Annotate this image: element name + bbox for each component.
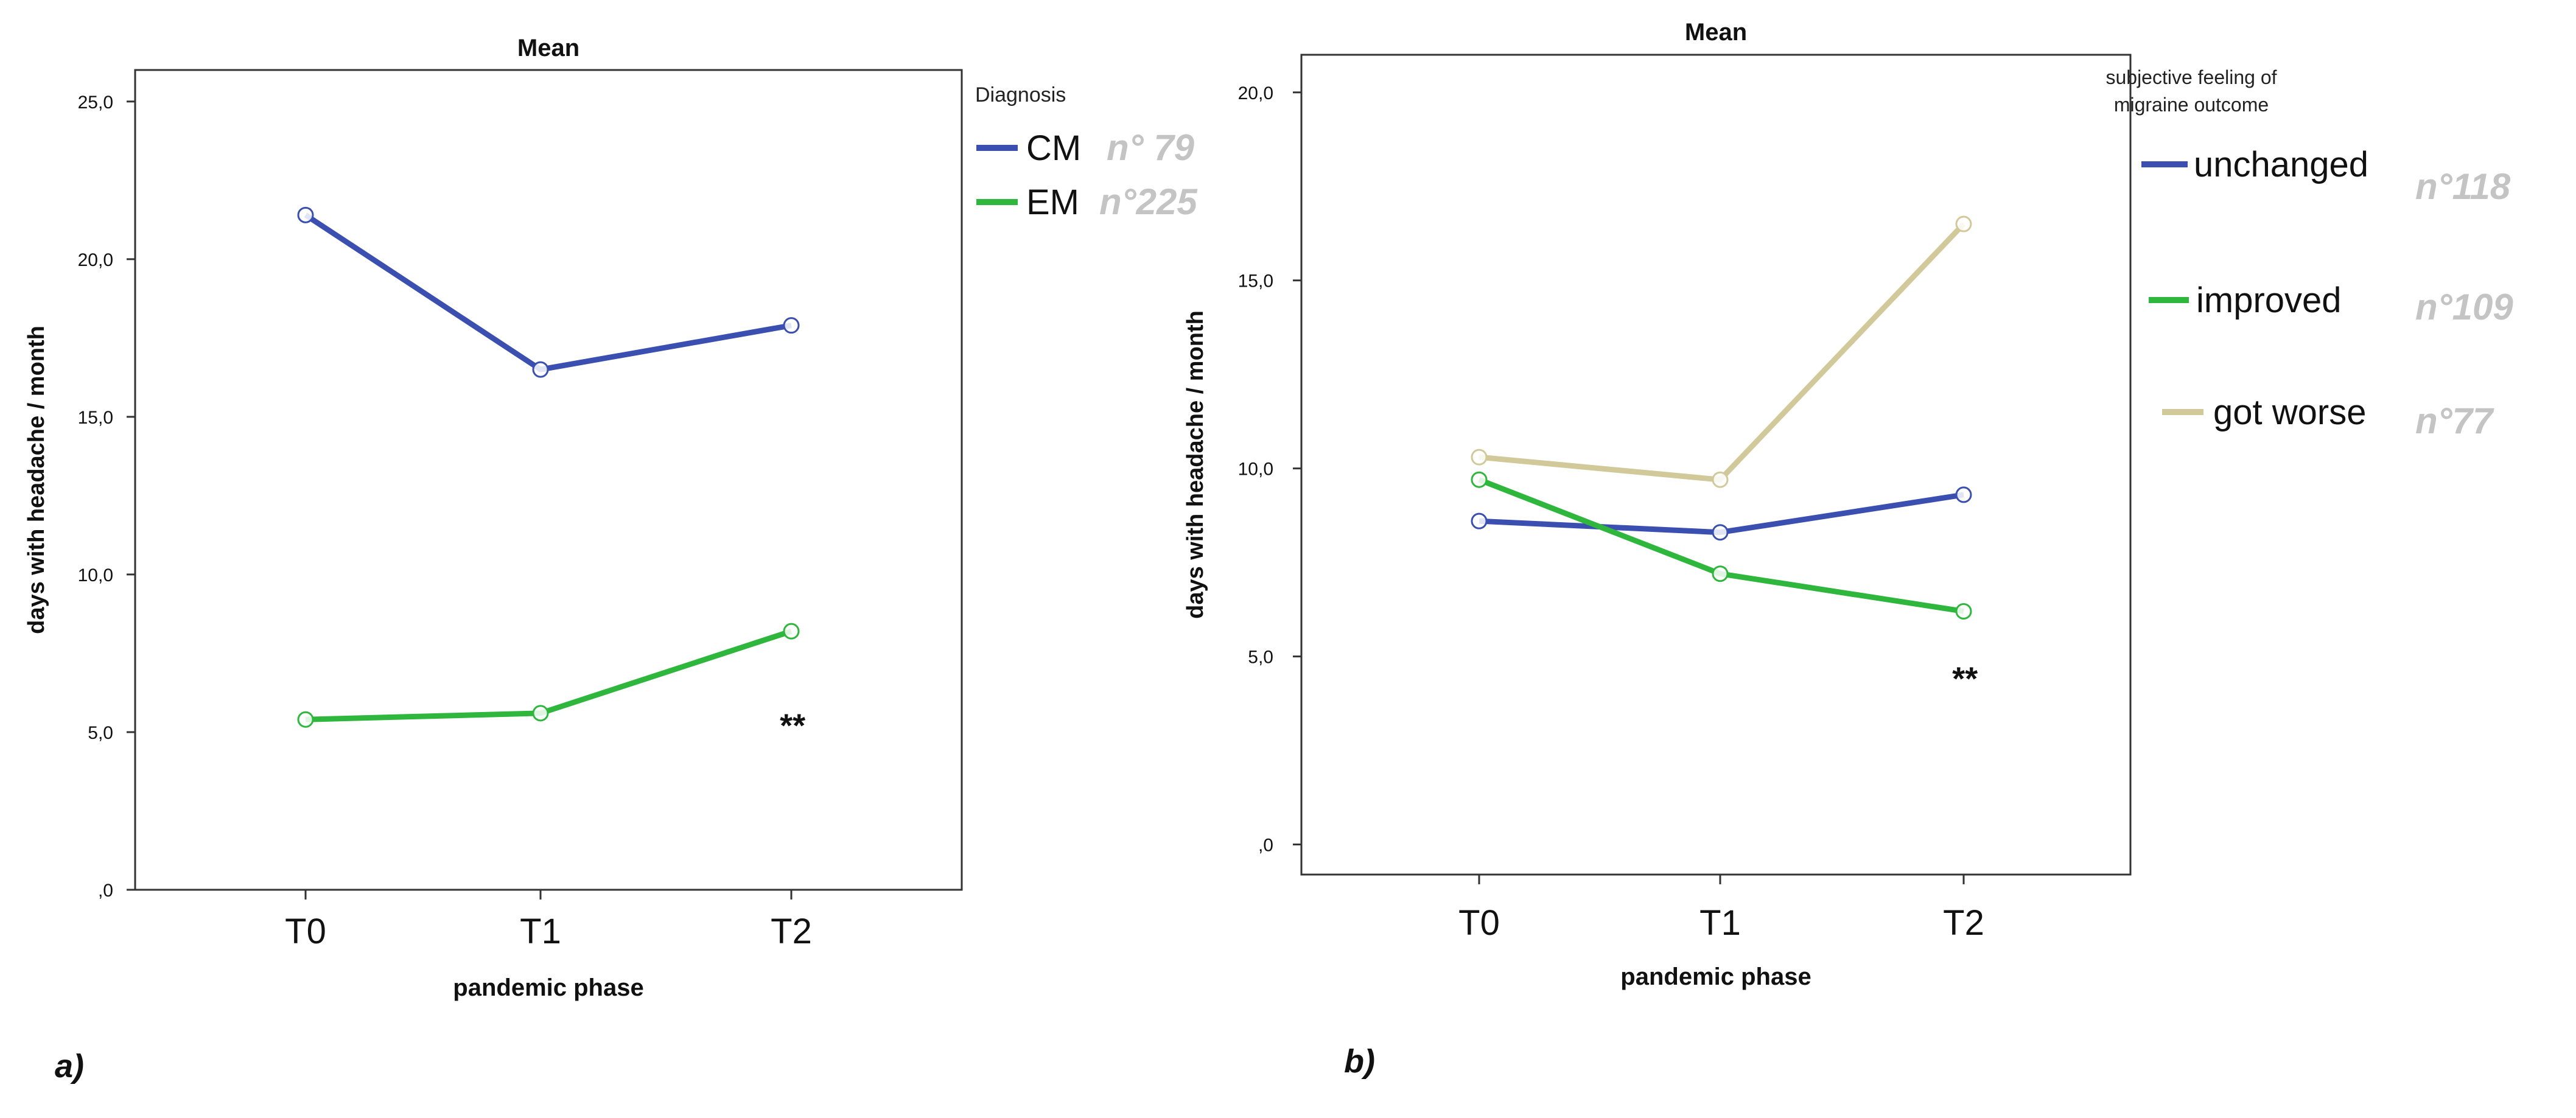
data-point — [297, 206, 314, 223]
y-tick-label: 15,0 — [1238, 271, 1273, 292]
x-axis-label: pandemic phase — [1620, 963, 1811, 990]
data-point — [1712, 565, 1729, 582]
y-tick-label: ,0 — [98, 881, 113, 901]
legend-title: Diagnosis — [975, 83, 1066, 107]
data-point — [297, 711, 314, 728]
legend-count-label: n°225 — [1099, 181, 1198, 222]
plot-frame — [1300, 54, 2132, 876]
legend: Diagnosis CM n° 79 EM n°225 — [975, 83, 1198, 222]
legend-title-line: migraine outcome — [2114, 94, 2269, 116]
plot-frame — [134, 69, 963, 891]
data-point — [1471, 512, 1488, 529]
panel-label: a) — [55, 1048, 84, 1085]
data-point — [1955, 486, 1972, 503]
legend-count-label: n°109 — [2415, 287, 2513, 327]
data-point — [783, 317, 800, 334]
y-axis-label: days with headache / month — [24, 326, 49, 634]
y-tick-label: 10,0 — [1238, 459, 1273, 480]
y-tick-label: 25,0 — [78, 93, 113, 113]
legend-item-label: unchanged — [2194, 145, 2368, 184]
legend-item-label: got worse — [2213, 393, 2366, 432]
significance-annotation: ** — [779, 708, 806, 744]
data-point — [532, 705, 549, 722]
data-point — [1712, 524, 1729, 541]
chart-title: Mean — [1685, 19, 1747, 46]
x-tick-label: T1 — [1699, 903, 1741, 943]
series-line-em — [305, 628, 793, 722]
significance-annotation: ** — [1951, 661, 1978, 697]
x-tick-label: T2 — [771, 912, 812, 951]
y-tick-label: 20,0 — [78, 250, 113, 270]
x-tick-label: T0 — [1458, 903, 1500, 943]
y-tick-label: 5,0 — [88, 723, 113, 743]
panel-label: b) — [1344, 1043, 1375, 1080]
x-tick-label: T0 — [285, 912, 326, 951]
data-point — [1471, 449, 1488, 466]
chart-panel-a: Mean ,0 5,0 10,0 15,0 20,0 25,0 T0 T1 T2 pandemic … — [24, 35, 1198, 1085]
legend: subjective feeling of migraine outcome unc… — [2105, 66, 2513, 441]
x-tick-label: T1 — [520, 912, 561, 951]
data-point — [1471, 471, 1488, 488]
legend-count-label: n°118 — [2415, 166, 2511, 207]
data-point — [532, 361, 549, 378]
chart-panel-b: Mean ,0 5,0 10,0 15,0 20,0 T0 T1 T2 pandemic phas… — [1183, 19, 2513, 1080]
legend-count-label: n°77 — [2415, 400, 2494, 441]
x-axis-label: pandemic phase — [453, 974, 643, 1001]
y-tick-label: 5,0 — [1248, 648, 1273, 668]
y-tick-label: 10,0 — [78, 565, 113, 585]
x-tick-label: T2 — [1943, 903, 1984, 943]
legend-count-label: n° 79 — [1107, 127, 1195, 168]
y-tick-label: 15,0 — [78, 408, 113, 428]
data-point — [1955, 603, 1972, 620]
series-line-cm — [304, 212, 792, 372]
series-line-got-worse — [1479, 222, 1966, 483]
legend-item-label: CM — [1026, 128, 1081, 168]
data-point — [1712, 471, 1729, 488]
chart-title: Mean — [517, 35, 579, 61]
y-tick-label: 20,0 — [1238, 83, 1273, 103]
data-point — [1955, 215, 1972, 232]
y-tick-label: ,0 — [1258, 836, 1273, 856]
legend-item-label: improved — [2196, 281, 2342, 320]
legend-item-label: EM — [1026, 183, 1079, 222]
data-point — [783, 623, 800, 640]
legend-title-line: subjective feeling of — [2105, 66, 2277, 88]
series-line-improved — [1478, 477, 1964, 614]
y-axis-label: days with headache / month — [1183, 310, 1208, 619]
